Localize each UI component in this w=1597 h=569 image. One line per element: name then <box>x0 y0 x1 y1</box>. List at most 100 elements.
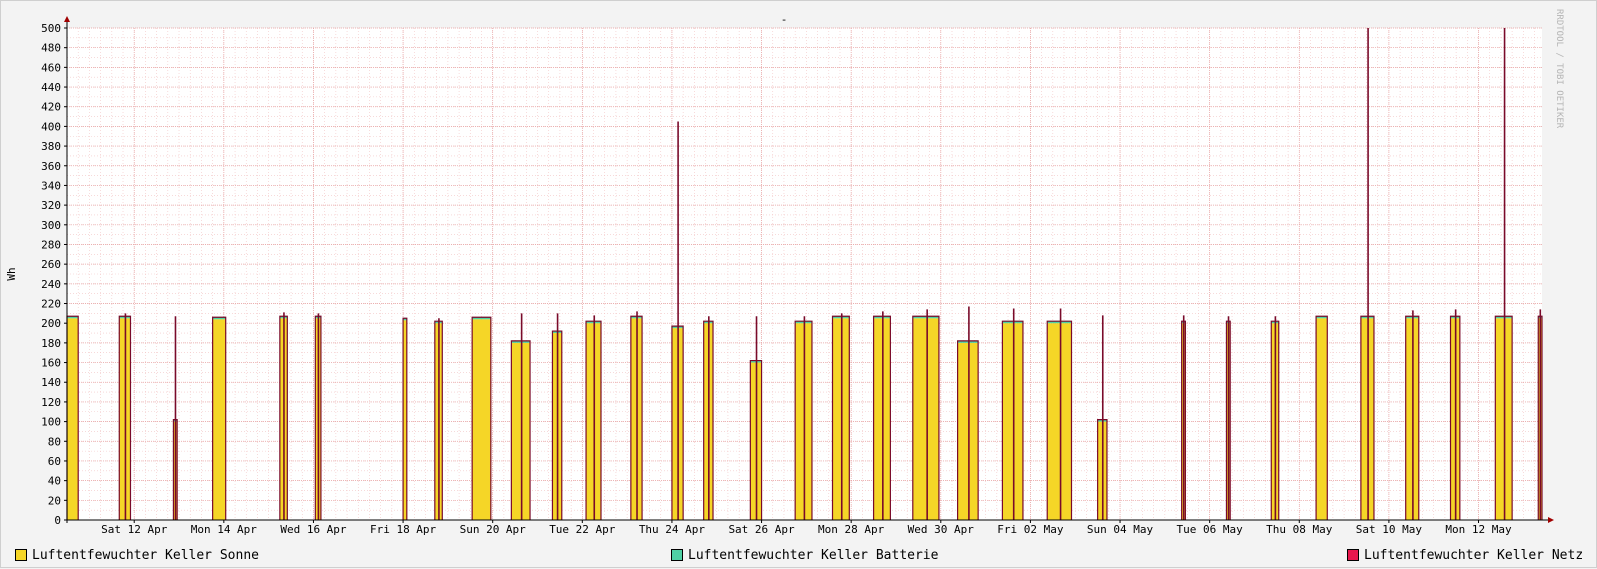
batterie-band <box>212 317 226 320</box>
sonne-area <box>873 318 891 520</box>
y-tick-label: 340 <box>41 179 61 192</box>
y-tick-label: 420 <box>41 101 61 114</box>
netz-outline <box>471 316 492 520</box>
sonne-area <box>957 342 979 520</box>
batterie-band <box>1316 316 1328 319</box>
legend-label-batterie: Luftentfewuchter Keller Batterie <box>688 547 939 563</box>
y-tick-label: 440 <box>41 81 61 94</box>
x-tick-label: Fri 18 Apr <box>370 523 437 536</box>
data-area <box>66 28 1543 520</box>
x-tick-label: Sun 20 Apr <box>460 523 527 536</box>
batterie-band <box>67 316 79 319</box>
netz-outline <box>794 320 813 520</box>
legend-swatch-netz <box>1347 549 1359 561</box>
x-tick-label: Sun 04 May <box>1087 523 1154 536</box>
y-tick-label: 80 <box>48 435 61 448</box>
sonne-area <box>67 318 79 520</box>
y-tick-label: 300 <box>41 219 61 232</box>
legend-batterie: Luftentfewuchter Keller Batterie <box>671 547 938 563</box>
sonne-area <box>912 318 939 520</box>
y-tick-label: 260 <box>41 258 61 271</box>
batterie-band <box>403 318 407 321</box>
y-tick-label: 240 <box>41 278 61 291</box>
x-axis-arrow <box>1548 517 1554 523</box>
x-tick-labels: Sat 12 Apr Mon 14 Apr Wed 16 Apr Fri 18 Apr… <box>101 523 1512 536</box>
batterie-band <box>511 340 531 343</box>
sonne-area <box>1316 318 1328 520</box>
y-tick-label: 220 <box>41 298 61 311</box>
y-tick-label: 380 <box>41 140 61 153</box>
sonne-area <box>403 320 407 520</box>
x-tick-label: Thu 24 Apr <box>639 523 706 536</box>
batterie-band <box>912 316 939 319</box>
y-axis-arrow <box>64 16 70 22</box>
axes <box>64 16 1554 523</box>
legend-swatch-sonne <box>15 549 27 561</box>
x-tick-label: Sat 26 Apr <box>728 523 795 536</box>
y-tick-label: 180 <box>41 337 61 350</box>
y-tick-label: 360 <box>41 160 61 173</box>
netz-outline <box>957 340 979 520</box>
sonne-area <box>472 319 491 520</box>
sonne-area <box>832 318 850 520</box>
y-tick-label: 480 <box>41 42 61 55</box>
y-tick-label: 460 <box>41 61 61 74</box>
legend-label-sonne: Luftentfewuchter Keller Sonne <box>32 547 259 563</box>
x-tick-label: Sat 12 Apr <box>101 523 168 536</box>
sonne-area <box>212 319 226 520</box>
legend-swatch-batterie <box>671 549 683 561</box>
netz-outline <box>402 317 408 520</box>
netz-outline <box>1046 320 1073 520</box>
batterie-band <box>873 316 891 319</box>
y-tick-label: 100 <box>41 416 61 429</box>
batterie-band <box>1002 321 1023 324</box>
x-tick-label: Tue 06 May <box>1177 523 1244 536</box>
batterie-band <box>472 317 491 320</box>
netz-outline <box>912 315 940 520</box>
watermark: RRDTOOL / TOBI OETIKER <box>1554 9 1564 129</box>
x-tick-label: Wed 30 Apr <box>908 523 975 536</box>
y-tick-label: 60 <box>48 455 61 468</box>
legend-label-netz: Luftentfewuchter Keller Netz <box>1364 547 1584 563</box>
netz-outline <box>212 316 227 520</box>
legend-netz: Luftentfewuchter Keller Netz <box>1347 547 1583 563</box>
y-tick-label: 140 <box>41 376 61 389</box>
x-tick-label: Fri 02 May <box>997 523 1064 536</box>
batterie-band <box>957 340 979 343</box>
y-tick-label: 280 <box>41 238 61 251</box>
y-tick-labels: 0 20 40 60 80 100 120 140 160 180 200 220 240 260 280 3… <box>41 22 61 527</box>
x-tick-label: Sat 10 May <box>1356 523 1423 536</box>
y-tick-label: 320 <box>41 199 61 212</box>
batterie-band <box>795 321 812 324</box>
netz-outline <box>1315 315 1328 520</box>
batterie-band <box>1047 321 1072 324</box>
sonne-area <box>1002 323 1023 520</box>
sonne-area <box>795 323 812 520</box>
y-tick-label: 160 <box>41 357 61 370</box>
x-tick-label: Mon 28 Apr <box>818 523 885 536</box>
x-tick-label: Mon 14 Apr <box>191 523 258 536</box>
sonne-area <box>1495 318 1513 520</box>
y-tick-label: 200 <box>41 317 61 330</box>
chart-title: - <box>781 13 788 26</box>
legend-sonne: Luftentfewuchter Keller Sonne <box>15 547 259 563</box>
batterie-band <box>832 316 850 319</box>
x-tick-label: Thu 08 May <box>1266 523 1333 536</box>
netz-outline <box>1494 315 1513 520</box>
sonne-area <box>1047 323 1072 520</box>
y-tick-label: 400 <box>41 120 61 133</box>
sonne-area <box>511 342 531 520</box>
x-tick-label: Mon 12 May <box>1445 523 1512 536</box>
y-tick-label: 500 <box>41 22 61 35</box>
netz-outline <box>872 315 891 520</box>
batterie-band <box>1495 316 1513 319</box>
x-tick-label: Wed 16 Apr <box>280 523 347 536</box>
netz-outline <box>831 315 850 520</box>
netz-outline <box>510 340 531 520</box>
y-axis-label: Wh <box>5 267 18 280</box>
y-tick-label: 120 <box>41 396 61 409</box>
y-tick-label: 40 <box>48 475 61 488</box>
netz-outline <box>1001 320 1024 520</box>
